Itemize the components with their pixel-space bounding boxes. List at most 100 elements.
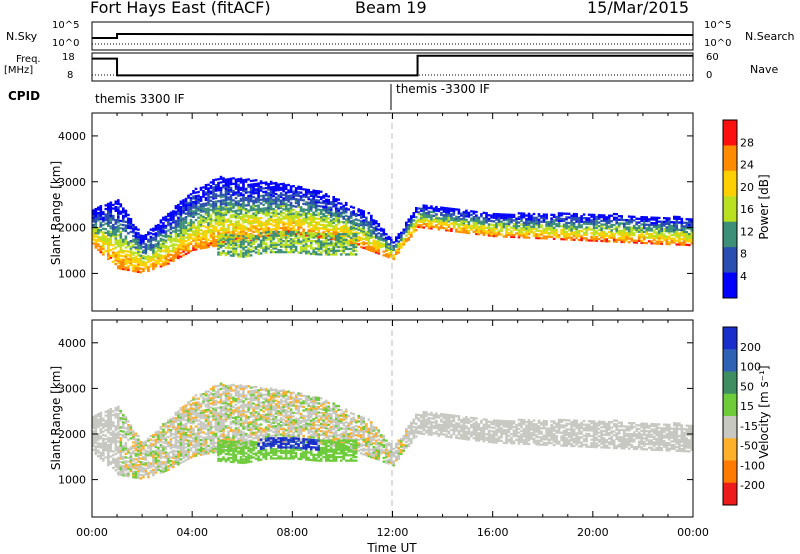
power-cell	[582, 237, 586, 240]
power-cell	[222, 180, 225, 184]
power-cell	[227, 211, 230, 214]
power-cell	[304, 244, 308, 248]
velocity-cell	[97, 438, 100, 441]
power-cell	[192, 202, 195, 206]
power-cell	[257, 238, 260, 241]
power-cell	[587, 219, 591, 222]
power-cell	[259, 232, 263, 235]
power-cell	[182, 230, 185, 233]
power-cell	[277, 232, 280, 236]
power-cell	[92, 234, 95, 238]
power-cell	[239, 192, 243, 195]
power-cell	[447, 229, 451, 232]
power-cell	[334, 223, 338, 227]
power-cell	[314, 195, 318, 198]
power-cell	[642, 236, 646, 239]
power-cell	[587, 222, 591, 226]
power-cell	[382, 239, 386, 242]
power-cell	[262, 229, 265, 232]
power-cell	[274, 187, 278, 190]
power-cell	[289, 220, 293, 223]
power-cell	[192, 206, 195, 209]
power-cell	[344, 238, 348, 241]
power-cell	[122, 220, 125, 223]
power-cell	[317, 208, 320, 211]
power-cell	[390, 249, 393, 252]
power-cell	[630, 215, 633, 218]
velocity-cell	[147, 444, 150, 448]
power-cell	[182, 212, 185, 215]
power-cell	[292, 230, 295, 234]
velocity-cell	[134, 449, 138, 452]
power-cell	[430, 210, 433, 214]
power-cell	[620, 229, 623, 233]
velocity-cell	[97, 433, 100, 436]
power-cell	[189, 207, 193, 211]
power-cell	[495, 214, 498, 218]
power-cell	[124, 215, 128, 218]
power-cell	[124, 224, 128, 227]
power-cell	[269, 236, 273, 239]
power-cell	[645, 223, 648, 226]
power-cell	[237, 238, 240, 241]
power-cell	[397, 247, 401, 251]
power-cell	[612, 227, 616, 230]
power-cell	[152, 229, 155, 232]
power-cell	[207, 218, 210, 221]
power-cell	[247, 209, 250, 212]
power-cell	[312, 236, 315, 239]
power-cell	[152, 238, 155, 241]
power-cell	[410, 217, 413, 220]
power-cell	[254, 191, 258, 195]
power-cell	[219, 244, 223, 247]
velocity-cell	[114, 447, 118, 450]
power-cell	[507, 228, 511, 231]
power-cell	[112, 216, 115, 219]
power-cell	[607, 216, 611, 219]
power-cell	[209, 230, 213, 234]
velocity-cell	[107, 411, 110, 414]
velocity-cell	[172, 455, 175, 458]
power-cell	[289, 245, 293, 248]
power-cell	[339, 249, 343, 252]
power-cell	[582, 213, 586, 216]
velocity-cell	[94, 452, 98, 455]
velocity-cell	[109, 422, 113, 425]
power-cell	[194, 200, 198, 203]
power-cell	[249, 241, 253, 244]
power-cell	[297, 220, 300, 223]
power-cell	[460, 230, 463, 234]
power-cell	[197, 207, 200, 210]
power-cell	[107, 241, 110, 244]
power-cell	[612, 238, 616, 241]
velocity-cell	[104, 445, 108, 448]
velocity-cell	[114, 434, 118, 437]
power-cell	[647, 240, 651, 243]
power-cell	[144, 261, 148, 264]
power-cell	[334, 240, 338, 243]
power-cell	[370, 236, 373, 239]
power-cell	[337, 222, 340, 225]
power-cell	[199, 197, 203, 201]
power-cell	[390, 247, 393, 250]
power-cell	[435, 207, 438, 210]
power-cell	[187, 203, 190, 206]
power-cell	[207, 196, 210, 199]
power-cell	[184, 247, 188, 250]
power-cell	[337, 213, 340, 216]
power-cell	[337, 216, 340, 220]
power-cell	[224, 233, 228, 237]
velocity-cell	[122, 461, 125, 464]
power-cell	[370, 231, 373, 234]
power-cell	[164, 246, 168, 250]
power-cell	[247, 216, 250, 220]
power-cell	[602, 240, 606, 243]
power-cell	[370, 216, 373, 219]
power-cell	[512, 224, 516, 228]
power-cell	[189, 202, 193, 205]
power-cell	[475, 223, 478, 226]
power-cell	[442, 227, 446, 230]
velocity-cell	[117, 405, 120, 408]
power-cell	[497, 216, 501, 220]
velocity-cell	[147, 465, 150, 468]
